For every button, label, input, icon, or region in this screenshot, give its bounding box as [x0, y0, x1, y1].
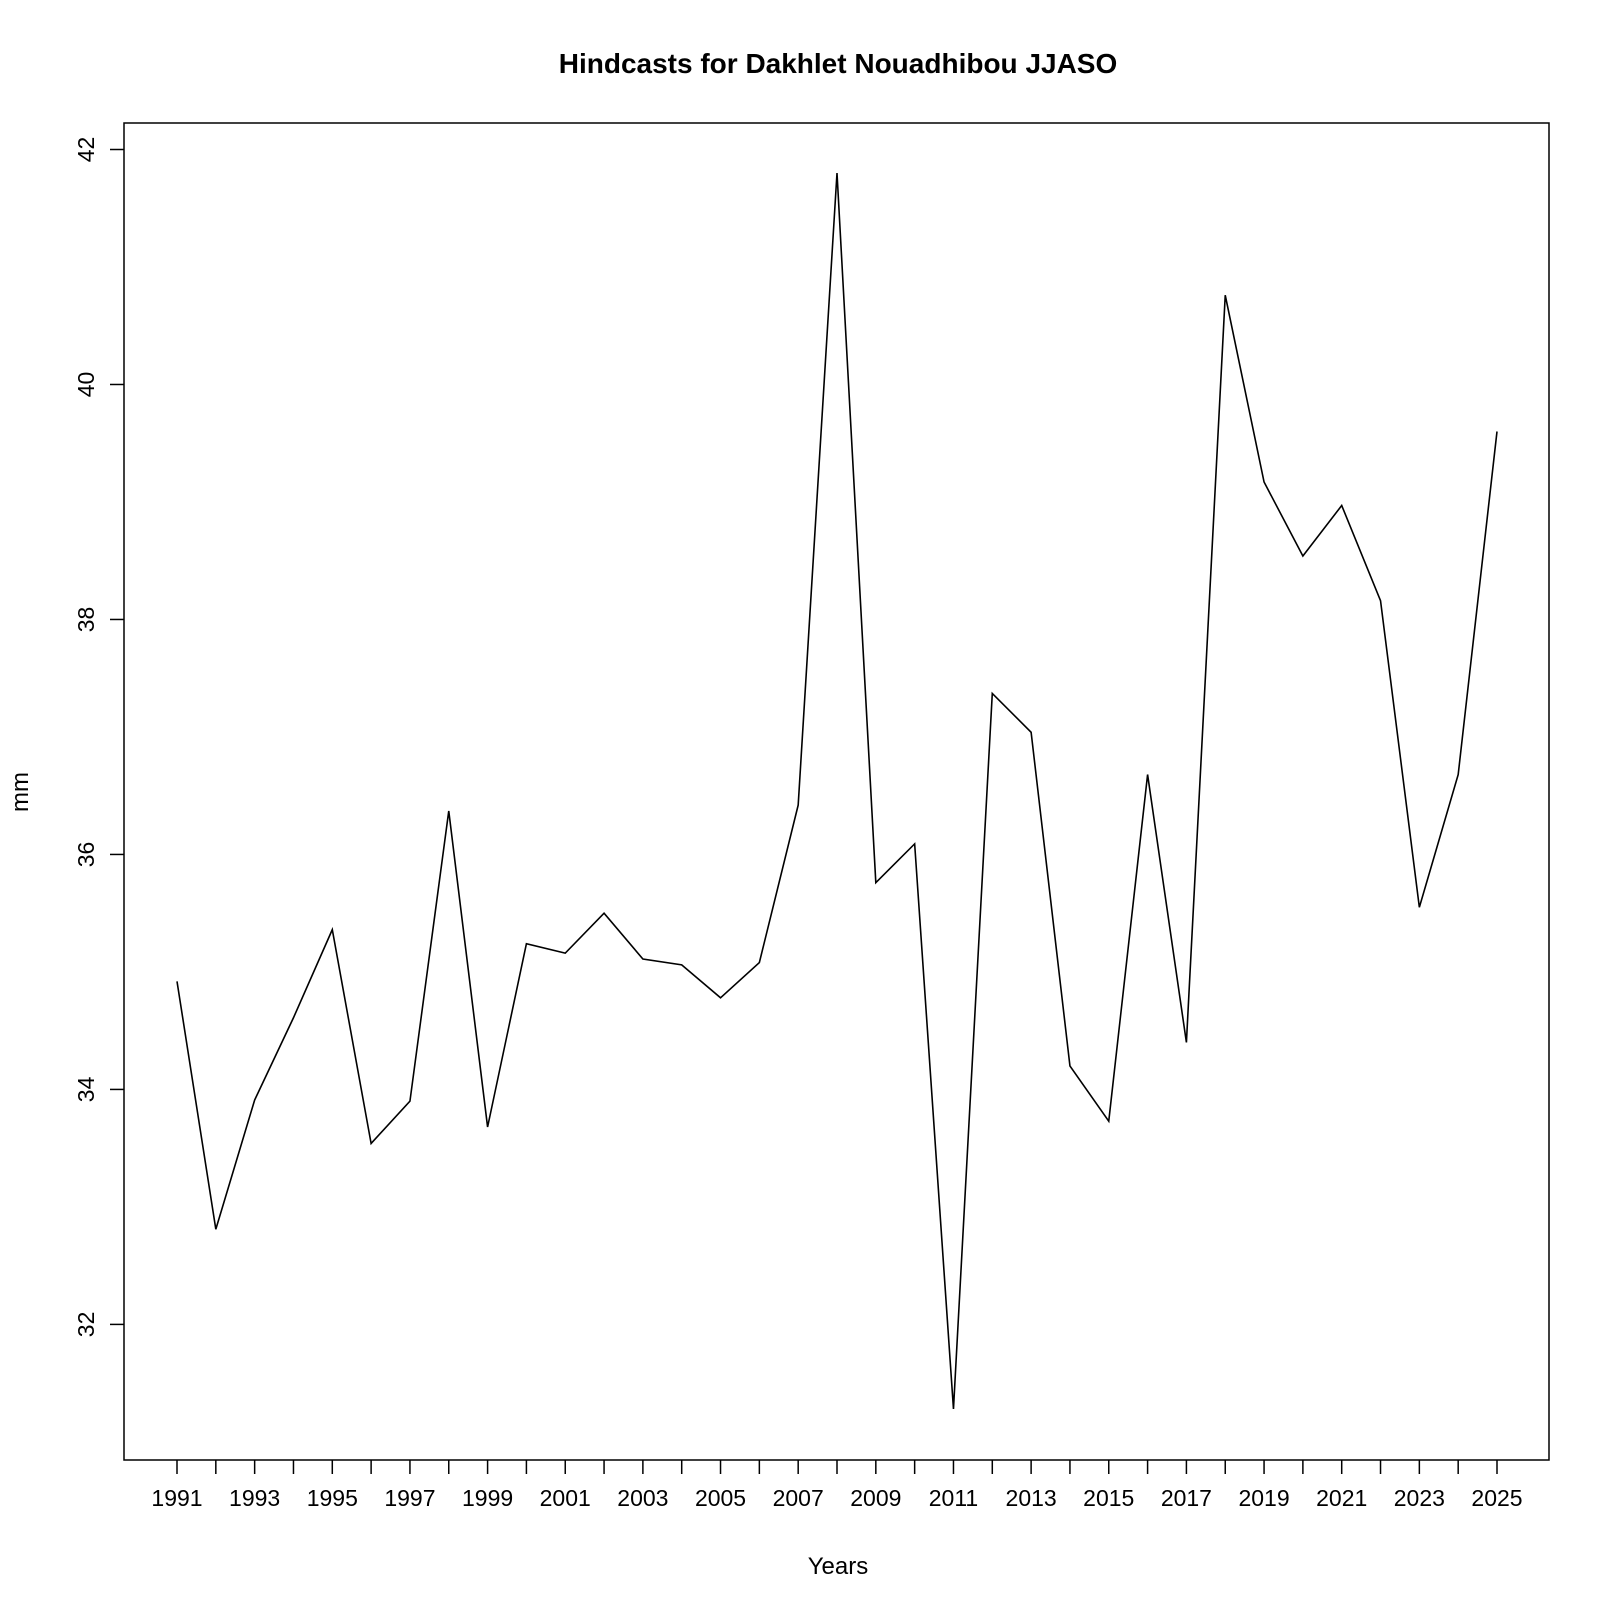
x-tick-label: 2003	[617, 1485, 668, 1511]
y-tick-label: 34	[73, 1076, 99, 1102]
y-tick-label: 36	[73, 842, 99, 868]
y-axis-label: mm	[7, 772, 34, 812]
x-tick-label: 2021	[1316, 1485, 1367, 1511]
x-tick-label: 1991	[151, 1485, 202, 1511]
y-tick-label: 42	[73, 137, 99, 163]
x-tick-label: 2007	[773, 1485, 824, 1511]
x-tick-label: 2001	[540, 1485, 591, 1511]
x-tick-label: 2015	[1083, 1485, 1134, 1511]
x-tick-label: 2005	[695, 1485, 746, 1511]
x-tick-label: 2011	[929, 1485, 978, 1511]
series-layer	[176, 172, 1498, 1410]
x-tick-label: 1995	[307, 1485, 358, 1511]
x-tick-label: 2017	[1161, 1485, 1212, 1511]
x-tick-label: 2025	[1471, 1485, 1522, 1511]
x-tick-label: 1997	[384, 1485, 435, 1511]
x-tick-label: 2009	[850, 1485, 901, 1511]
y-axis: 32 34 36 38 40 42	[73, 137, 124, 1337]
y-tick-label: 40	[73, 372, 99, 398]
x-tick-label: 2013	[1006, 1485, 1057, 1511]
y-tick-label: 38	[73, 607, 99, 633]
x-tick-label: 2019	[1238, 1485, 1289, 1511]
x-tick-label: 1999	[462, 1485, 513, 1511]
x-axis-label: Years	[808, 1553, 869, 1580]
series-line	[176, 172, 1498, 1410]
x-tick-label: 2023	[1394, 1485, 1445, 1511]
y-tick-label: 32	[73, 1312, 99, 1338]
chart-title: Hindcasts for Dakhlet Nouadhibou JJASO	[559, 48, 1118, 79]
plot-frame	[123, 122, 1550, 1461]
x-axis: 1991 1993 1995 1997 1999 2001 2003 2005 2007 2009…	[151, 1460, 1523, 1511]
x-tick-label: 1993	[229, 1485, 280, 1511]
